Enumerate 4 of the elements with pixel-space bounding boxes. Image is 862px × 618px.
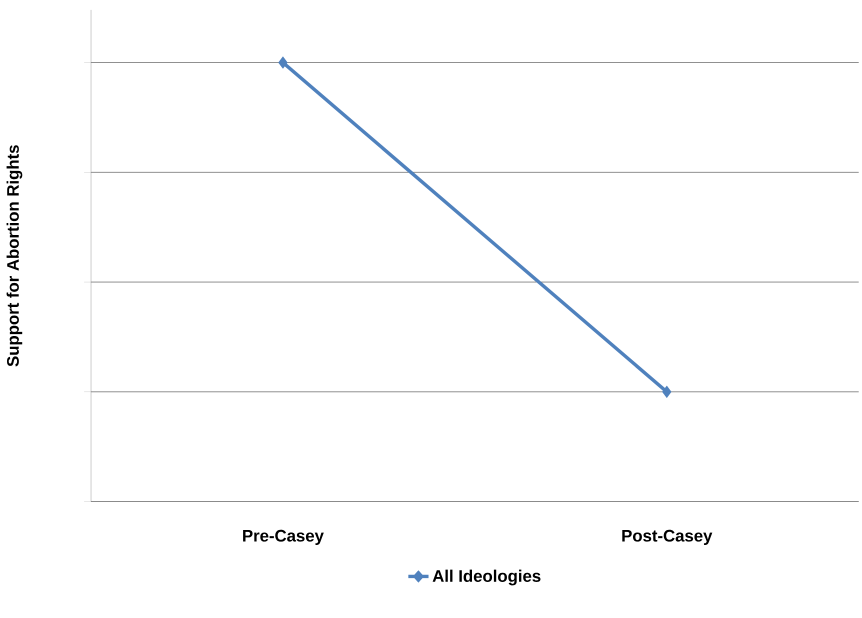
x-tick-label: Post-Casey (622, 530, 712, 545)
legend-label: All Ideologies (432, 569, 540, 586)
y-axis-title: Support for Abortion Rights (6, 145, 22, 366)
x-tick-label: Pre-Casey (243, 530, 324, 545)
